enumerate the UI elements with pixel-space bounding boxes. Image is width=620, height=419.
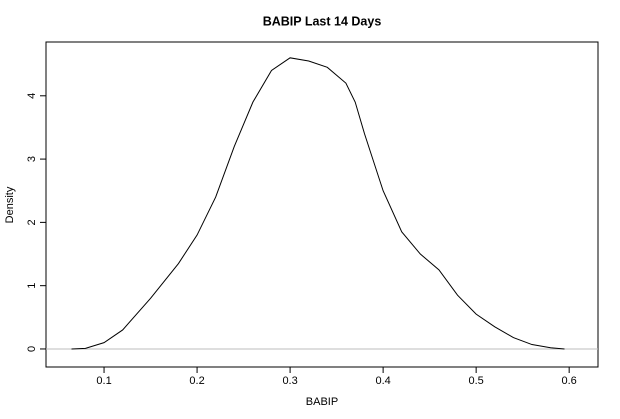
- plot-frame: [45, 41, 599, 368]
- y-tick-label: 3: [26, 156, 38, 162]
- y-tick-label: 4: [26, 93, 38, 99]
- x-tick-label: 0.4: [375, 375, 390, 387]
- chart-title: BABIP Last 14 Days: [263, 14, 382, 28]
- x-tick-label: 0.6: [562, 375, 577, 387]
- x-tick-label: 0.2: [189, 375, 204, 387]
- y-tick-label: 0: [26, 346, 38, 352]
- y-tick-label: 2: [26, 219, 38, 225]
- x-tick-label: 0.5: [468, 375, 483, 387]
- y-tick-label: 1: [26, 283, 38, 289]
- x-tick-label: 0.3: [282, 375, 297, 387]
- x-axis-label: BABIP: [306, 396, 338, 408]
- x-tick-label: 0.1: [96, 375, 111, 387]
- y-axis-label: Density: [4, 186, 16, 223]
- density-line: [71, 57, 565, 350]
